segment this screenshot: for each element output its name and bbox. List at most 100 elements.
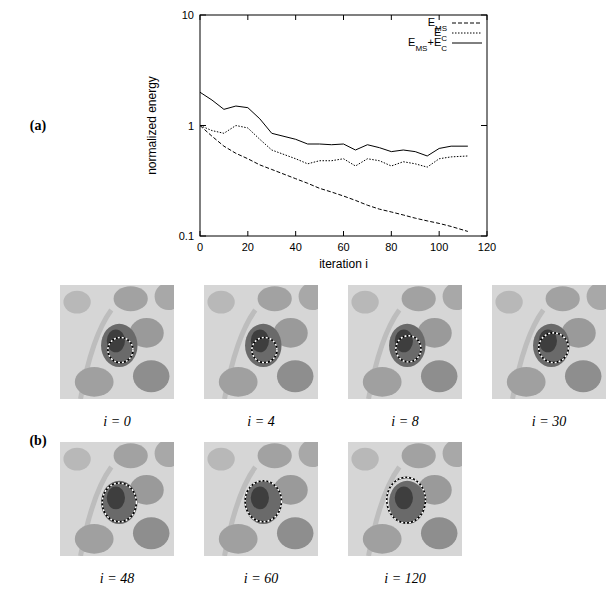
frame-label: i = 30 [532, 414, 566, 429]
contour [245, 481, 281, 522]
plot-frame [200, 15, 487, 236]
contour [396, 336, 421, 362]
contour [245, 481, 281, 522]
target-core [107, 486, 125, 509]
cell [277, 360, 313, 392]
contour [102, 483, 136, 522]
target-core [251, 486, 269, 509]
target-cell [101, 324, 137, 367]
target-cell [245, 324, 281, 367]
target-core [395, 486, 413, 509]
x-tick [439, 15, 440, 20]
y-tick [481, 236, 487, 237]
contour [252, 337, 277, 362]
cell [75, 367, 114, 397]
cell [114, 443, 148, 468]
series-line [200, 126, 468, 168]
frame-image [492, 285, 606, 399]
frame-label: i = 48 [100, 571, 134, 586]
x-tick-label: 100 [430, 241, 448, 253]
y-tick [200, 15, 206, 16]
target-core [107, 329, 125, 352]
legend-text-part: S [442, 24, 447, 33]
target-cell [245, 481, 281, 524]
contour [387, 477, 426, 523]
contour [108, 337, 133, 362]
cell [402, 286, 436, 311]
cell [443, 285, 462, 310]
cell [207, 291, 234, 314]
target-cell [101, 481, 137, 524]
target-cell [533, 324, 569, 367]
x-tick-label: 40 [290, 241, 302, 253]
frame-image [60, 442, 174, 556]
cell [114, 286, 148, 311]
cell [351, 448, 378, 471]
cell [495, 291, 522, 314]
frame-image [204, 285, 318, 399]
x-tick-label: 60 [337, 241, 349, 253]
legend-swatch [452, 43, 482, 44]
x-tick [200, 231, 201, 236]
cell [133, 517, 169, 549]
series-line [200, 92, 468, 156]
series-line [200, 126, 468, 232]
cell [443, 442, 462, 467]
cell [363, 524, 402, 554]
cell [421, 517, 457, 549]
cell [207, 448, 234, 471]
x-tick-label: 0 [197, 241, 203, 253]
x-tick [295, 231, 296, 236]
x-tick [247, 231, 248, 236]
contour [102, 483, 136, 522]
x-tick [343, 231, 344, 236]
cell [421, 360, 457, 392]
legend-text-part: E [408, 36, 415, 48]
x-tick-label: 20 [242, 241, 254, 253]
frame-image [348, 442, 462, 556]
lines [200, 92, 468, 231]
y-tick-label: 1 [188, 120, 194, 132]
frame-label: i = 120 [384, 571, 425, 586]
target-cell [389, 324, 425, 367]
figure: 0204060801001200.1110iteration inormaliz… [0, 0, 612, 599]
frame-label: i = 8 [391, 414, 418, 429]
cell [507, 367, 546, 397]
frame-image [204, 442, 318, 556]
cell [63, 448, 90, 471]
cell [299, 442, 318, 467]
cell [258, 286, 292, 311]
cell [219, 367, 258, 397]
cell [565, 360, 601, 392]
contour [387, 477, 426, 523]
cell [546, 286, 580, 311]
cell [219, 524, 258, 554]
y-tick [481, 15, 487, 16]
x-tick [487, 15, 488, 20]
y-tick [200, 236, 206, 237]
frame-image [60, 285, 174, 399]
x-tick-label: 80 [385, 241, 397, 253]
x-tick [343, 15, 344, 20]
legend-text-part: C [441, 44, 447, 53]
cell [402, 443, 436, 468]
cell [363, 367, 402, 397]
frame-image [348, 285, 462, 399]
contour [539, 333, 569, 363]
x-tick [391, 15, 392, 20]
x-tick [439, 231, 440, 236]
contour [108, 337, 133, 362]
cell [75, 524, 114, 554]
x-tick-label: 120 [478, 241, 496, 253]
contour [252, 337, 277, 362]
legend-swatch [452, 33, 482, 34]
contour [539, 333, 569, 363]
cell [587, 285, 606, 310]
x-axis-label: iteration i [319, 257, 368, 271]
x-tick [391, 231, 392, 236]
cell [155, 442, 174, 467]
cell [133, 360, 169, 392]
y-tick-label: 10 [182, 9, 194, 21]
legend-text-part: C [441, 34, 447, 43]
x-tick [200, 15, 201, 20]
